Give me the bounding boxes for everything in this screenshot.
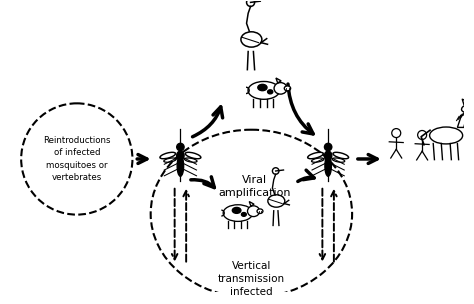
Polygon shape <box>457 114 467 127</box>
Circle shape <box>177 143 184 151</box>
Ellipse shape <box>177 156 183 176</box>
Ellipse shape <box>429 127 463 144</box>
Circle shape <box>324 143 332 151</box>
Ellipse shape <box>462 105 473 112</box>
Polygon shape <box>276 78 281 83</box>
Text: Reintroductions
of infected
mosquitoes or
vertebrates: Reintroductions of infected mosquitoes o… <box>43 136 110 182</box>
Text: Viral
amplification: Viral amplification <box>218 175 291 199</box>
Ellipse shape <box>177 151 184 160</box>
Ellipse shape <box>247 206 260 216</box>
Ellipse shape <box>325 156 331 176</box>
Ellipse shape <box>438 130 450 137</box>
Ellipse shape <box>469 104 474 108</box>
Ellipse shape <box>284 86 291 91</box>
Ellipse shape <box>274 83 287 94</box>
Ellipse shape <box>257 209 263 213</box>
Ellipse shape <box>223 205 253 221</box>
Ellipse shape <box>232 207 241 213</box>
Text: Vertical
transmission
infected: Vertical transmission infected <box>218 261 285 297</box>
Ellipse shape <box>324 151 332 160</box>
Ellipse shape <box>248 81 280 99</box>
Ellipse shape <box>268 90 273 94</box>
Polygon shape <box>249 202 254 206</box>
Ellipse shape <box>258 84 267 91</box>
Ellipse shape <box>241 212 246 216</box>
